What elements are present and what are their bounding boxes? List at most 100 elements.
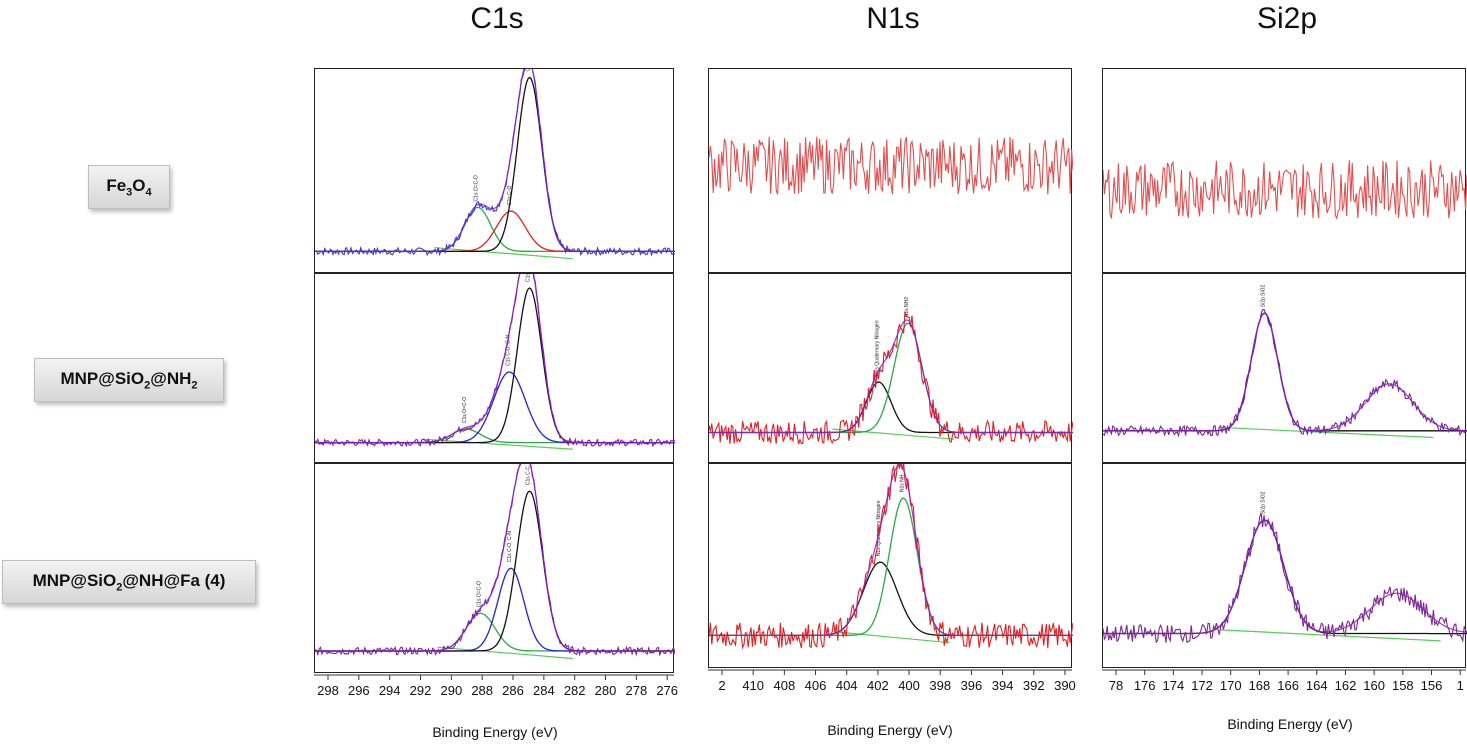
fit-envelope (709, 319, 1073, 434)
xps-panel-n1s-0 (708, 68, 1073, 273)
component-peak (709, 497, 1073, 637)
x-tick-label: 282 (564, 683, 586, 698)
x-tick-label: 402 (867, 678, 889, 693)
peak-label: N1s Quaternary Nitrogen (875, 320, 881, 376)
fit-envelope (315, 274, 675, 444)
x-tick-label: 410 (742, 678, 764, 693)
xps-panel-n1s-1: N1s Quaternary Nitrogen N1s NH2 (708, 273, 1073, 463)
fit-baseline (833, 631, 950, 644)
x-tick-label: 1 (1457, 678, 1464, 693)
xps-panel-si2p-0 (1102, 68, 1467, 273)
x-tick-label: 294 (379, 683, 401, 698)
x-tick-label: 390 (1054, 678, 1076, 693)
raw-spectrum-line (1103, 512, 1467, 644)
fit-baseline (1220, 426, 1434, 439)
x-tick-label: 2 (718, 678, 725, 693)
xps-panel-c1s-1: C1s O=C-O C1s C-O, C-N C1s C-C, C-H (314, 273, 675, 463)
component-peak (315, 76, 675, 253)
component-peak (709, 322, 1073, 434)
x-tick-label: 160 (1363, 678, 1385, 693)
x-tick-label: 406 (805, 678, 827, 693)
peak-label: N1s NH (899, 474, 905, 492)
peak-label: N1s NH2 (904, 297, 910, 318)
row-label-text: Fe3O4 (106, 175, 152, 199)
component-peak (315, 287, 675, 444)
peak-label: Si2p SiO2 (1260, 284, 1266, 307)
x-tick-label: 398 (929, 678, 951, 693)
raw-spectrum-line (315, 464, 675, 657)
x-tick-label: 288 (471, 683, 493, 698)
x-tick-label: 276 (656, 683, 678, 698)
peak-label: C1s O=C-O (462, 397, 468, 423)
x-tick-label: 164 (1306, 678, 1328, 693)
fit-baseline (437, 646, 573, 660)
x-tick-label: 396 (961, 678, 983, 693)
row-label-mnp-sio2-nh2: MNP@SiO2@NH2 (34, 358, 224, 402)
column-title-c1s: C1s (470, 2, 524, 35)
component-peak (1103, 312, 1467, 432)
xps-panel-si2p-2: Si2p SiO2 (1102, 463, 1467, 668)
xps-spectrum-plot: N1s Quaternary Nitrogen N1s NH2 (709, 297, 1073, 445)
fit-envelope (1103, 312, 1467, 432)
si2p-xlabel: Binding Energy (eV) (1227, 716, 1353, 732)
peak-label: C1s C-O, C-N (507, 531, 513, 563)
x-tick-label: 400 (898, 678, 920, 693)
x-tick-label: 394 (992, 678, 1014, 693)
row-label-text: MNP@SiO2@NH2 (60, 368, 198, 392)
x-tick-label: 284 (533, 683, 555, 698)
x-tick-label: 78 (1109, 678, 1123, 693)
raw-spectrum-line (1103, 160, 1467, 221)
raw-spectrum-line (315, 274, 675, 448)
x-tick-label: 174 (1163, 678, 1185, 693)
peak-label: C1s C-C, C-H (526, 464, 532, 485)
xps-panel-c1s-2: C1s O=C-O C1s C-O, C-N C1s C-C, C-H (314, 463, 675, 673)
fit-envelope (709, 464, 1073, 636)
xps-spectrum-plot: Si2p SiO2 (1103, 491, 1467, 644)
x-tick-label: 290 (440, 683, 462, 698)
raw-spectrum-line (709, 136, 1073, 195)
component-peak (709, 381, 1073, 434)
x-axis: 2 410 408 406 404 402 400 398 396 394 392 390 (708, 669, 1076, 693)
column-title-si2p: Si2p (1256, 2, 1318, 35)
x-tick-label: 166 (1277, 678, 1299, 693)
component-peak (709, 561, 1073, 637)
x-tick-label: 176 (1134, 678, 1156, 693)
fit-envelope (315, 464, 675, 652)
row-label-text: MNP@SiO2@NH@Fa (4) (32, 570, 226, 594)
peak-label: C1s O=C-O (474, 175, 480, 201)
x-tick-label: 158 (1392, 678, 1414, 693)
x-tick-label: 278 (625, 683, 647, 698)
xps-spectrum-plot: C1s O=C-O C1s C-O, C-N C1s C-C, C-H (315, 464, 675, 660)
raw-spectrum-line (315, 69, 675, 257)
x-tick-label: 404 (836, 678, 858, 693)
x-tick-label: 280 (595, 683, 617, 698)
xps-spectrum-plot (709, 136, 1073, 195)
column-title-n1s: N1s (866, 2, 920, 35)
row-label-mnp-sio2-nh-fa4: MNP@SiO2@NH@Fa (4) (2, 560, 256, 604)
peak-label: C1s C-C, C-H (526, 274, 532, 282)
peak-label: C1s C-C, C-H (526, 69, 532, 72)
fit-envelope (315, 69, 675, 252)
x-tick-label: 286 (502, 683, 524, 698)
x-tick-label: 168 (1249, 678, 1271, 693)
peak-label: C1s C-O (507, 186, 513, 206)
c1s-xlabel: Binding Energy (eV) (432, 724, 558, 740)
fit-baseline (434, 247, 573, 260)
xps-panel-si2p-1: Si2p SiO2 (1102, 273, 1467, 463)
x-tick-label: 292 (410, 683, 432, 698)
x-tick-label: 156 (1421, 678, 1443, 693)
component-peak (315, 371, 675, 444)
x-tick-label: 392 (1023, 678, 1045, 693)
x-tick-label: 170 (1220, 678, 1242, 693)
x-tick-label: 172 (1191, 678, 1213, 693)
x-axis: 298 296 294 292 290 288 286 284 282 280 278 276 (314, 674, 678, 698)
xps-spectrum-plot (1103, 160, 1467, 221)
x-tick-label: 408 (774, 678, 796, 693)
component-peak (315, 210, 675, 253)
xps-spectrum-plot: C1s O=C-O C1s C-O C1s C-C, C-H (315, 69, 675, 260)
row-label-fe3o4: Fe3O4 (88, 165, 170, 209)
xps-spectrum-plot: Si2p SiO2 (1103, 284, 1467, 439)
fit-baseline (422, 438, 573, 450)
raw-spectrum-line (709, 310, 1073, 445)
